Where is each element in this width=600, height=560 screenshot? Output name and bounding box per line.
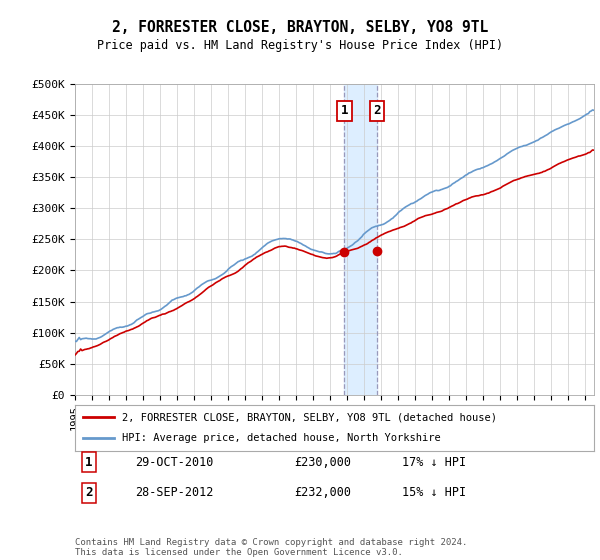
Text: 1: 1	[341, 104, 348, 117]
Text: 17% ↓ HPI: 17% ↓ HPI	[402, 455, 466, 469]
Text: HPI: Average price, detached house, North Yorkshire: HPI: Average price, detached house, Nort…	[122, 433, 440, 444]
Text: 28-SEP-2012: 28-SEP-2012	[135, 486, 214, 500]
Text: Price paid vs. HM Land Registry's House Price Index (HPI): Price paid vs. HM Land Registry's House …	[97, 39, 503, 52]
Text: 29-OCT-2010: 29-OCT-2010	[135, 455, 214, 469]
Text: 2: 2	[373, 104, 381, 117]
Text: £230,000: £230,000	[294, 455, 351, 469]
Text: 2, FORRESTER CLOSE, BRAYTON, SELBY, YO8 9TL (detached house): 2, FORRESTER CLOSE, BRAYTON, SELBY, YO8 …	[122, 412, 497, 422]
Bar	[344, 84, 377, 395]
Text: Contains HM Land Registry data © Crown copyright and database right 2024.
This d: Contains HM Land Registry data © Crown c…	[75, 538, 467, 557]
Text: 2, FORRESTER CLOSE, BRAYTON, SELBY, YO8 9TL: 2, FORRESTER CLOSE, BRAYTON, SELBY, YO8 …	[112, 20, 488, 35]
Text: 15% ↓ HPI: 15% ↓ HPI	[402, 486, 466, 500]
Text: 2: 2	[85, 486, 92, 500]
Text: 1: 1	[85, 455, 92, 469]
Text: £232,000: £232,000	[294, 486, 351, 500]
